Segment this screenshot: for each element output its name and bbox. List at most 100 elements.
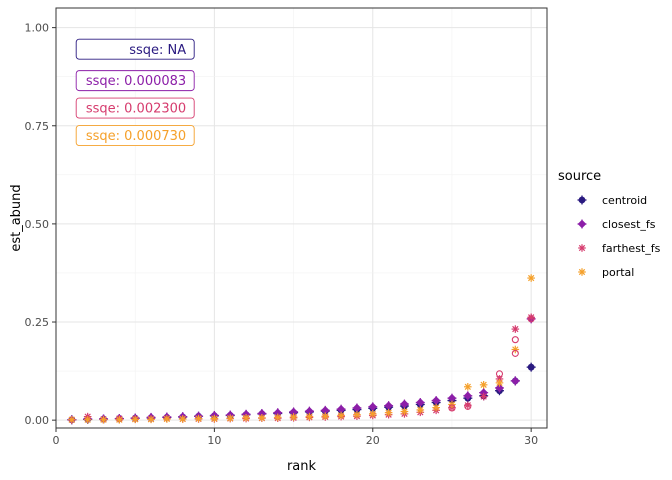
legend-key-closest_fs xyxy=(577,219,587,229)
ssqe-annotation: ssqe: 0.000083 xyxy=(75,70,195,92)
annotation-text: ssqe: NA xyxy=(129,43,186,58)
ssqe-annotation: ssqe: 0.002300 xyxy=(75,97,195,119)
marker-stroke xyxy=(512,325,519,333)
x-tick-label: 30 xyxy=(524,434,538,447)
legend-label: closest_fs xyxy=(602,218,656,231)
data-point-farthest_fs xyxy=(511,325,520,333)
x-tick-label: 20 xyxy=(366,434,380,447)
marker-stroke xyxy=(464,383,471,390)
marker-stroke xyxy=(242,414,250,421)
data-point-portal xyxy=(416,406,425,414)
y-tick-label: 0.50 xyxy=(25,218,50,231)
x-tick-label: 0 xyxy=(53,434,60,447)
marker-stroke xyxy=(179,415,186,423)
y-tick-label: 0.75 xyxy=(25,120,50,133)
marker-stroke xyxy=(353,411,361,418)
data-point-farthest_fs xyxy=(464,402,472,410)
legend-item-centroid: centroid xyxy=(577,194,647,207)
data-point-closest_fs xyxy=(384,401,394,411)
marker-stroke xyxy=(401,408,408,415)
data-point-portal xyxy=(321,412,330,421)
data-point-portal xyxy=(495,379,504,387)
data-point-portal xyxy=(368,410,377,418)
annotation-box xyxy=(75,125,195,147)
data-point-portal xyxy=(273,413,282,422)
data-point-portal xyxy=(178,415,187,423)
data-point-portal xyxy=(289,413,298,421)
marker-stroke xyxy=(578,244,586,252)
y-axis-ticks: 0.00 0.25 0.50 0.75 1.00 xyxy=(25,22,56,427)
data-point-farthest_fs xyxy=(511,349,519,357)
y-tick-label: 0.25 xyxy=(25,316,50,329)
legend-item-farthest_fs: farthest_fs xyxy=(578,242,661,255)
legend-label: portal xyxy=(602,266,634,279)
panel-frame xyxy=(55,7,548,429)
data-point-portal xyxy=(479,381,488,389)
annotation-box xyxy=(75,97,195,119)
marker-stroke xyxy=(68,416,75,423)
data-points xyxy=(67,274,536,425)
marker-stroke xyxy=(116,416,123,423)
ssqe-annotations: ssqe: NA ssqe: 0.000083 ssqe: 0.002300 ssqe… xyxy=(75,38,195,147)
data-point-portal xyxy=(99,415,108,424)
series-portal xyxy=(68,274,535,424)
marker-stroke xyxy=(496,379,503,387)
marker-stroke xyxy=(227,415,234,422)
data-point-portal xyxy=(464,382,472,391)
marker-stroke xyxy=(84,416,91,423)
marker-stroke xyxy=(195,415,202,422)
legend-item-portal: portal xyxy=(578,266,634,279)
panel-border xyxy=(55,7,548,429)
ssqe-annotation: ssqe: NA xyxy=(75,38,195,60)
data-point-portal xyxy=(400,407,409,416)
data-point-portal xyxy=(163,415,171,423)
marker-stroke xyxy=(480,381,487,388)
annotation-text: ssqe: 0.002300 xyxy=(86,102,186,117)
annotation-text: ssqe: 0.000730 xyxy=(86,129,186,144)
data-point-portal xyxy=(194,414,203,423)
marker-stroke xyxy=(100,416,107,423)
marker-stroke xyxy=(337,412,345,419)
data-point-portal xyxy=(432,403,440,412)
annotation-text: ssqe: 0.000083 xyxy=(86,74,186,89)
data-point-centroid xyxy=(526,362,536,372)
marker-open-circle xyxy=(511,336,519,344)
y-tick-label: 1.00 xyxy=(25,22,50,35)
legend-key-centroid xyxy=(577,195,587,205)
legend-key-portal xyxy=(578,268,586,276)
y-tick-label: 0.00 xyxy=(25,414,50,427)
data-point-closest_fs xyxy=(431,396,441,406)
marker-stroke xyxy=(274,414,281,421)
data-point-farthest_fs xyxy=(448,404,456,412)
marker-stroke xyxy=(306,413,313,420)
data-point-farthest_fs xyxy=(511,336,519,344)
legend-label: centroid xyxy=(602,194,647,207)
marker-open-circle xyxy=(527,315,535,323)
series-farthest_fs-extra xyxy=(448,315,535,412)
x-tick-label: 10 xyxy=(207,434,221,447)
data-point-farthest_fs xyxy=(495,370,504,378)
ssqe-annotation: ssqe: 0.000730 xyxy=(75,125,195,147)
marker-stroke xyxy=(528,314,535,321)
data-point-closest_fs xyxy=(368,402,378,412)
marker-stroke xyxy=(480,393,487,400)
marker-stroke xyxy=(578,268,586,276)
marker-open-circle xyxy=(495,370,504,378)
x-axis-ticks: 0 10 20 30 xyxy=(53,428,538,447)
data-point-closest_fs xyxy=(510,376,520,386)
data-point-portal xyxy=(226,414,235,422)
data-point-portal xyxy=(210,414,219,423)
data-point-portal xyxy=(68,415,76,424)
data-point-farthest_fs xyxy=(527,315,535,323)
data-point-portal xyxy=(337,411,345,420)
marker-stroke xyxy=(211,415,218,422)
marker-open-circle xyxy=(464,402,472,410)
marker-stroke xyxy=(322,413,329,420)
legend-key-farthest_fs xyxy=(578,244,586,252)
marker-stroke xyxy=(258,414,266,421)
data-point-portal xyxy=(384,408,393,417)
data-point-portal xyxy=(242,413,250,422)
marker-open-circle xyxy=(448,404,456,412)
